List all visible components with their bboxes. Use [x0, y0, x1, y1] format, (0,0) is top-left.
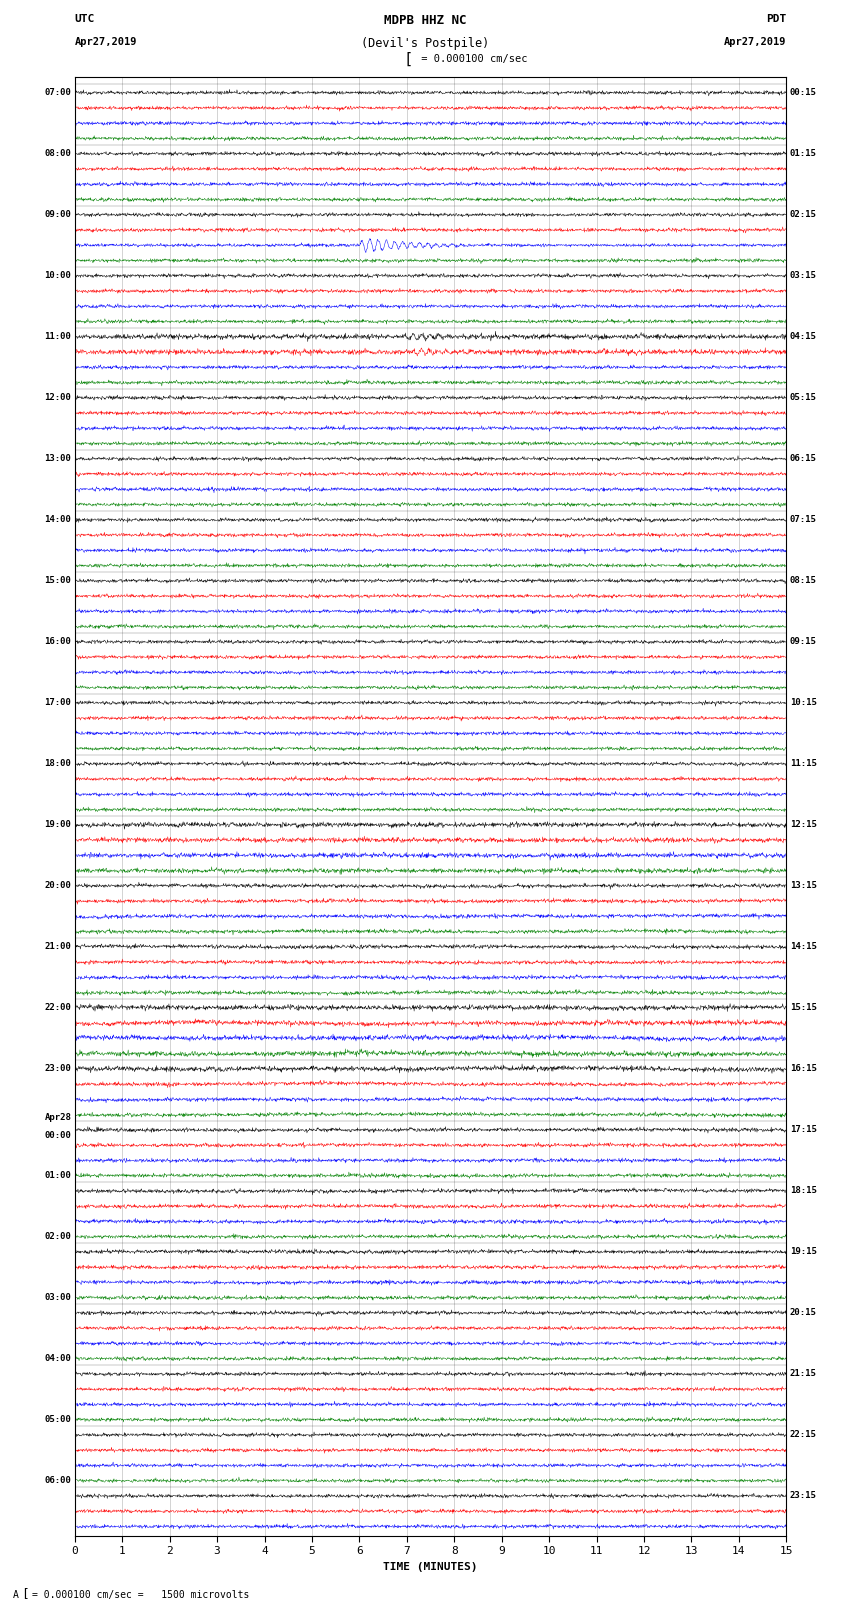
Text: 11:15: 11:15	[790, 760, 817, 768]
Text: Apr28: Apr28	[44, 1113, 71, 1121]
Text: 16:00: 16:00	[44, 637, 71, 647]
Text: 05:15: 05:15	[790, 394, 817, 402]
Text: Apr27,2019: Apr27,2019	[75, 37, 138, 47]
Text: 07:00: 07:00	[44, 89, 71, 97]
Text: 11:00: 11:00	[44, 332, 71, 342]
Text: 02:15: 02:15	[790, 210, 817, 219]
Text: = 0.000100 cm/sec =   1500 microvolts: = 0.000100 cm/sec = 1500 microvolts	[32, 1590, 250, 1600]
Text: 06:00: 06:00	[44, 1476, 71, 1486]
Text: 04:00: 04:00	[44, 1355, 71, 1363]
Text: 07:15: 07:15	[790, 515, 817, 524]
Text: 06:15: 06:15	[790, 455, 817, 463]
Text: 15:15: 15:15	[790, 1003, 817, 1013]
Text: 17:00: 17:00	[44, 698, 71, 706]
Text: 14:15: 14:15	[790, 942, 817, 952]
Text: 08:00: 08:00	[44, 148, 71, 158]
Text: 12:15: 12:15	[790, 821, 817, 829]
Text: 23:00: 23:00	[44, 1065, 71, 1073]
Text: 18:00: 18:00	[44, 760, 71, 768]
Text: 12:00: 12:00	[44, 394, 71, 402]
Text: (Devil's Postpile): (Devil's Postpile)	[361, 37, 489, 50]
Text: 05:00: 05:00	[44, 1415, 71, 1424]
Text: Apr27,2019: Apr27,2019	[723, 37, 786, 47]
Text: 09:15: 09:15	[790, 637, 817, 647]
Text: 10:15: 10:15	[790, 698, 817, 706]
Text: 21:15: 21:15	[790, 1369, 817, 1379]
X-axis label: TIME (MINUTES): TIME (MINUTES)	[383, 1561, 478, 1571]
Text: 00:00: 00:00	[44, 1131, 71, 1140]
Text: 04:15: 04:15	[790, 332, 817, 342]
Text: 20:15: 20:15	[790, 1308, 817, 1318]
Text: PDT: PDT	[766, 15, 786, 24]
Text: 23:15: 23:15	[790, 1492, 817, 1500]
Text: 03:15: 03:15	[790, 271, 817, 281]
Text: 18:15: 18:15	[790, 1187, 817, 1195]
Text: 02:00: 02:00	[44, 1232, 71, 1240]
Text: = 0.000100 cm/sec: = 0.000100 cm/sec	[415, 55, 527, 65]
Text: 13:00: 13:00	[44, 455, 71, 463]
Text: 00:15: 00:15	[790, 89, 817, 97]
Text: A: A	[13, 1590, 19, 1600]
Text: 09:00: 09:00	[44, 210, 71, 219]
Text: [: [	[403, 52, 412, 66]
Text: 19:15: 19:15	[790, 1247, 817, 1257]
Text: 03:00: 03:00	[44, 1294, 71, 1302]
Text: 15:00: 15:00	[44, 576, 71, 586]
Text: UTC: UTC	[75, 15, 95, 24]
Text: 16:15: 16:15	[790, 1065, 817, 1073]
Text: [: [	[21, 1587, 29, 1600]
Text: 17:15: 17:15	[790, 1126, 817, 1134]
Text: MDPB HHZ NC: MDPB HHZ NC	[383, 15, 467, 27]
Text: 22:00: 22:00	[44, 1003, 71, 1013]
Text: 22:15: 22:15	[790, 1431, 817, 1439]
Text: 01:15: 01:15	[790, 148, 817, 158]
Text: 08:15: 08:15	[790, 576, 817, 586]
Text: 20:00: 20:00	[44, 881, 71, 890]
Text: 21:00: 21:00	[44, 942, 71, 952]
Text: 01:00: 01:00	[44, 1171, 71, 1181]
Text: 19:00: 19:00	[44, 821, 71, 829]
Text: 13:15: 13:15	[790, 881, 817, 890]
Text: 14:00: 14:00	[44, 515, 71, 524]
Text: 10:00: 10:00	[44, 271, 71, 281]
